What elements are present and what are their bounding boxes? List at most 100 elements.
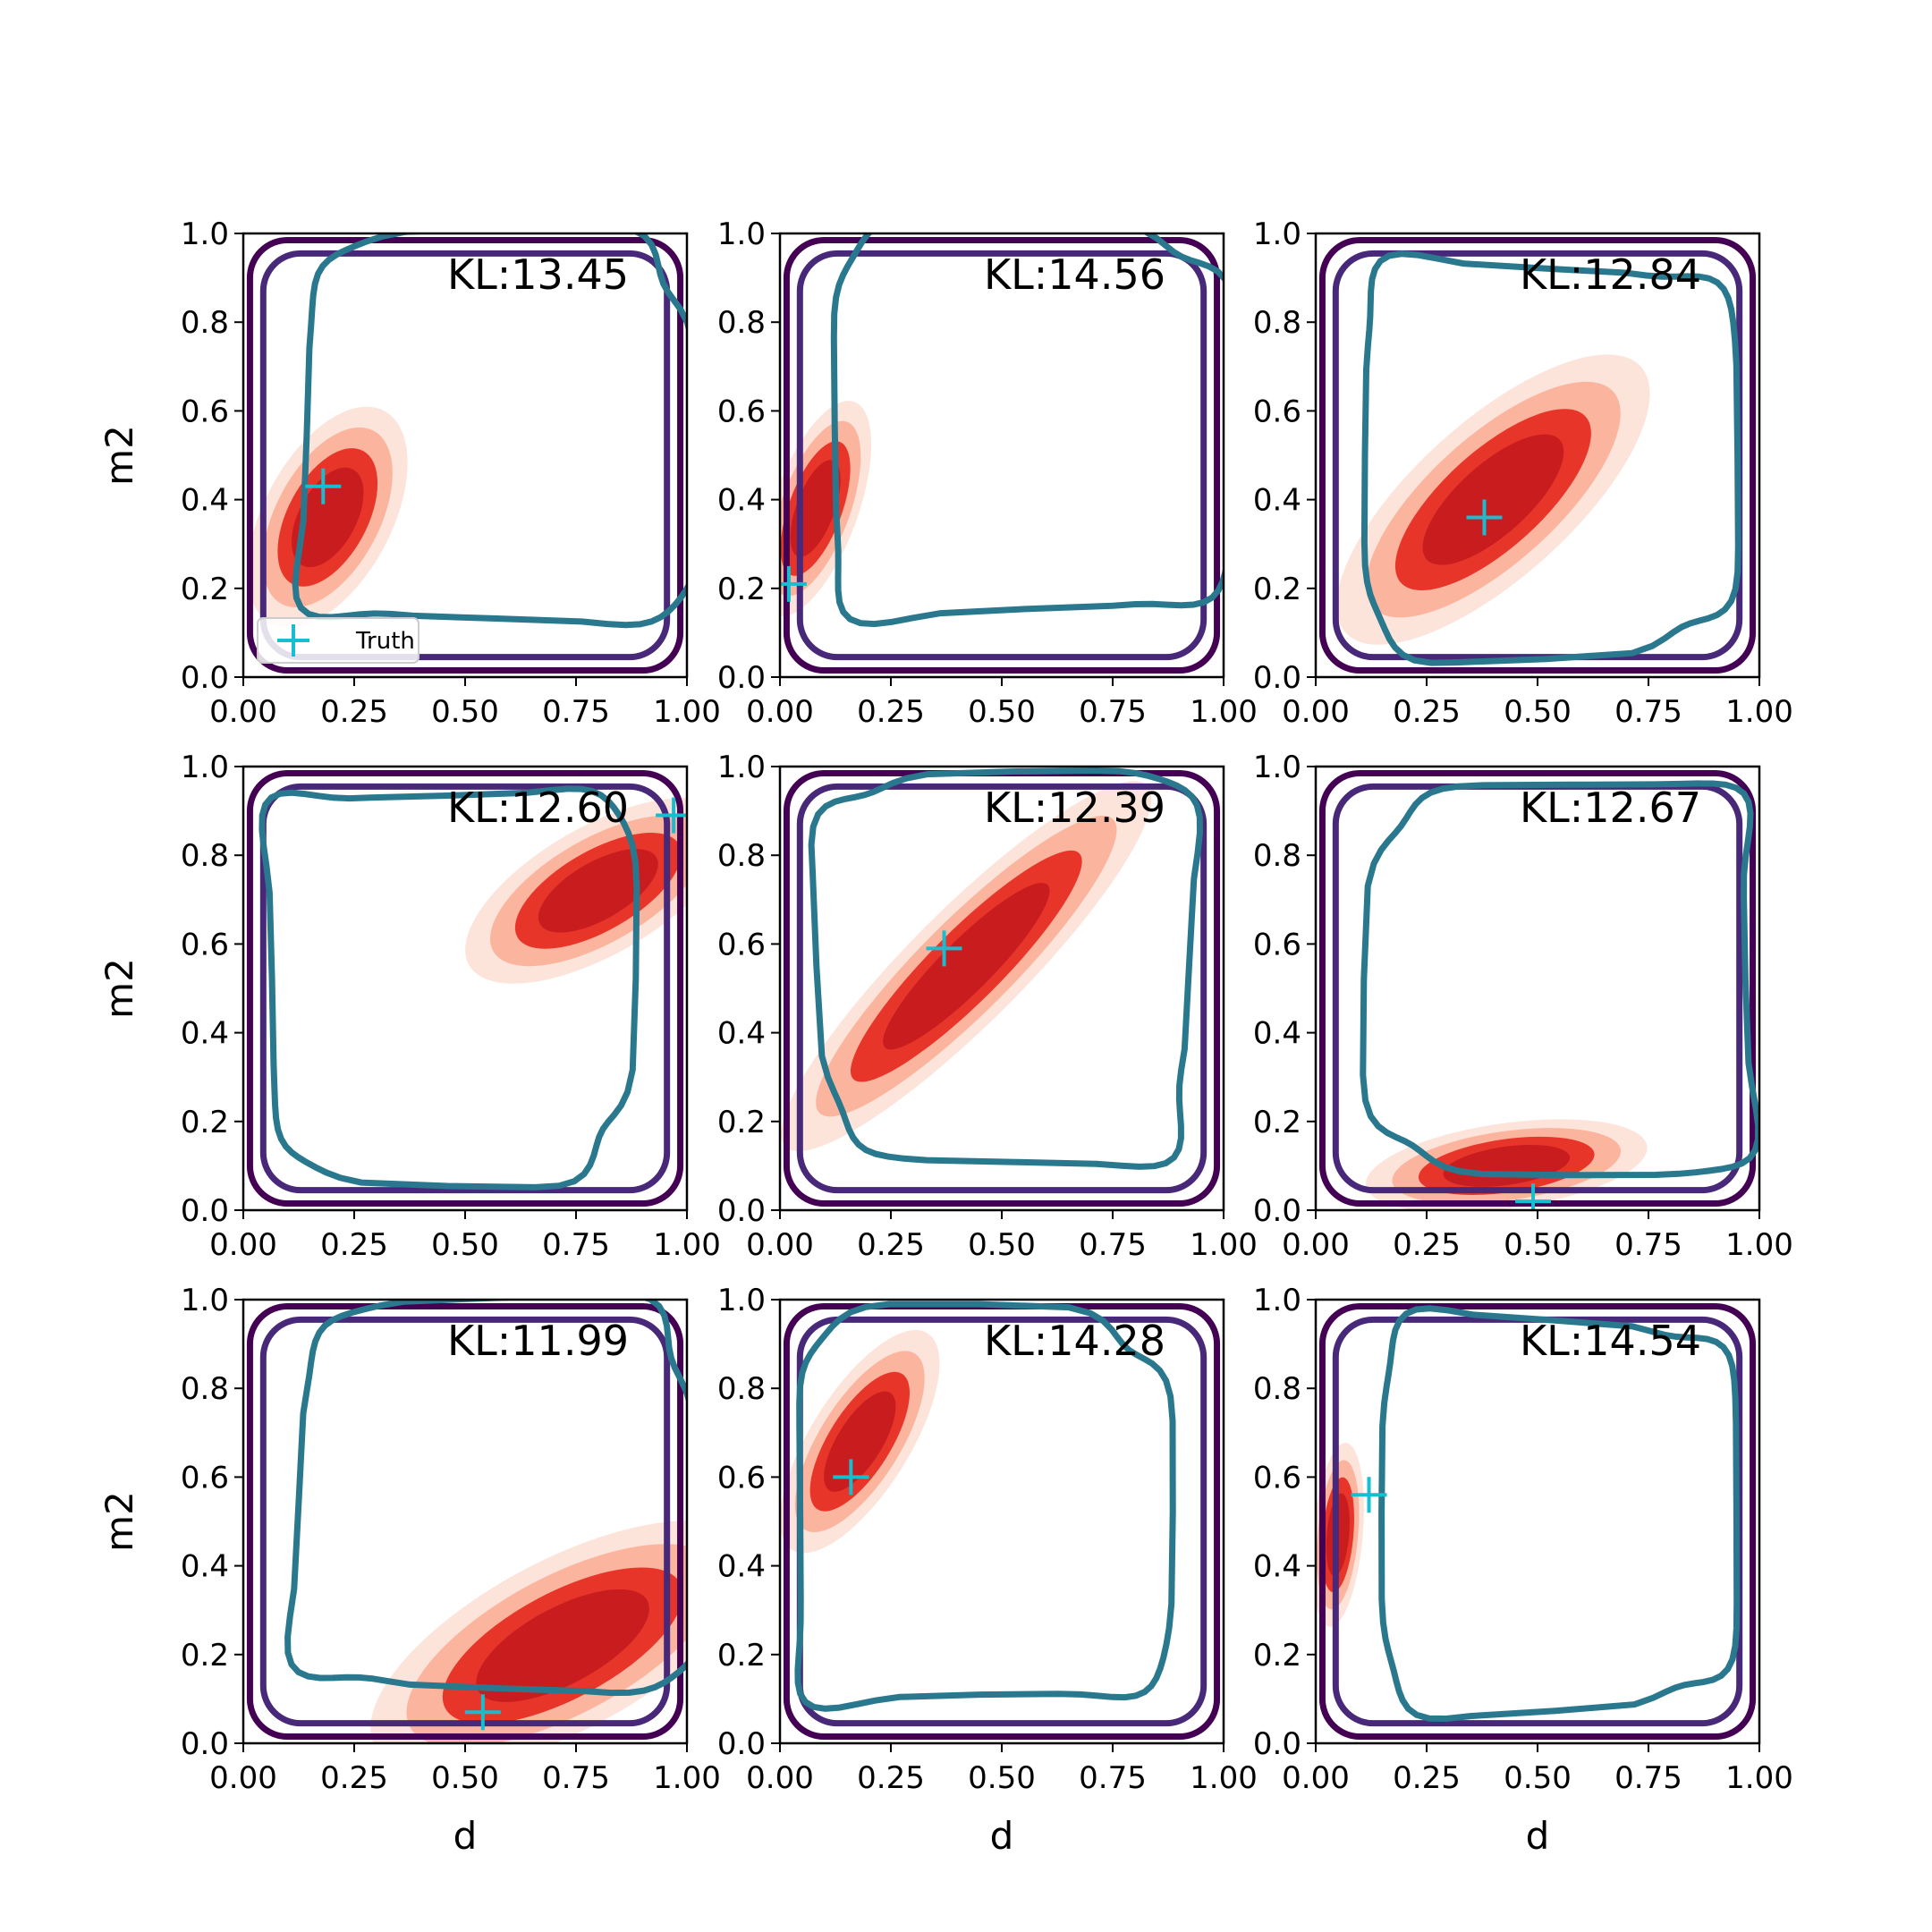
y-tick-label: 0.2: [1253, 572, 1301, 607]
x-tick-label: 1.00: [653, 1760, 721, 1796]
truth-marker: [833, 1459, 869, 1496]
panel-2: KL:14.56 0.00 0.25 0.50 0.75 1.00 0.0 0.2 0.4 0.6…: [717, 216, 1258, 730]
prior-contour-inner: [1360, 250, 1741, 666]
prior-contour-outer-1: [246, 769, 684, 1208]
plot-area: [780, 233, 1224, 674]
kl-label: KL:14.54: [1520, 1317, 1701, 1365]
prior-contour-inner: [1378, 1305, 1741, 1723]
legend-label: Truth: [355, 628, 415, 655]
y-tick-label: 1.0: [717, 1283, 766, 1318]
y-tick-label: 0.8: [181, 305, 229, 341]
y-tick-label: 0.2: [181, 1638, 229, 1674]
y-tick-label: 0.6: [181, 394, 229, 429]
kl-label: KL:12.60: [447, 784, 629, 832]
prior-contour-outer-1: [1318, 236, 1757, 674]
y-axis-label: m2: [97, 1491, 141, 1552]
x-tick-label: 0.50: [1504, 1227, 1572, 1263]
prior-contour-inner: [258, 785, 640, 1191]
truth-marker: [1351, 1477, 1387, 1513]
x-tick-label: 0.75: [1614, 694, 1682, 730]
kl-label: KL:11.99: [447, 1317, 629, 1365]
y-tick-label: 0.4: [717, 1016, 766, 1052]
y-tick-label: 0.6: [1253, 394, 1301, 429]
x-tick-label: 1.00: [653, 694, 721, 730]
x-tick-label: 0.50: [431, 1227, 499, 1263]
x-tick-label: 0.50: [431, 1760, 499, 1796]
panel-8: KL:14.28 0.00 0.25 0.50 0.75 1.00 0.0 0.2 0.4 0.6…: [717, 1283, 1258, 1858]
kl-label: KL:14.56: [984, 250, 1165, 299]
x-tick-label: 0.25: [1393, 1760, 1461, 1796]
y-tick-label: 0.6: [1253, 927, 1301, 962]
y-tick-label: 0.0: [181, 660, 229, 696]
x-tick-label: 0.25: [320, 694, 388, 730]
x-tick-label: 0.00: [746, 1227, 814, 1263]
y-tick-label: 0.4: [181, 1549, 229, 1585]
y-tick-label: 1.0: [1253, 1283, 1301, 1318]
y-tick-label: 0.4: [1253, 483, 1301, 519]
y-tick-label: 0.8: [181, 1371, 229, 1407]
x-tick-label: 0.25: [857, 694, 925, 730]
x-tick-label: 1.00: [1725, 1760, 1793, 1796]
prior-contour-outer-1: [246, 236, 684, 674]
truth-marker: [780, 565, 807, 602]
x-tick-label: 1.00: [653, 1227, 721, 1263]
y-tick-label: 0.8: [181, 838, 229, 874]
y-tick-label: 0.4: [1253, 1549, 1301, 1585]
x-tick-label: 0.00: [746, 1760, 814, 1796]
prior-contour-inner: [284, 1300, 687, 1697]
x-tick-label: 1.00: [1190, 694, 1258, 730]
y-tick-label: 0.2: [1253, 1105, 1301, 1140]
plot-area: [246, 1300, 687, 1743]
x-tick-label: 0.00: [1282, 694, 1350, 730]
prior-contour-inner: [292, 233, 687, 629]
legend: Truth: [257, 617, 419, 664]
y-tick-label: 0.8: [717, 1371, 766, 1407]
plot-area: [781, 767, 1221, 1208]
x-tick-label: 0.25: [857, 1227, 925, 1263]
panel-9: KL:14.54 0.00 0.25 0.50 0.75 1.00 0.0 0.2 0.4 0.6…: [1253, 1283, 1793, 1858]
kl-label: KL:12.84: [1520, 250, 1701, 299]
truth-marker: [926, 930, 962, 967]
y-tick-label: 0.0: [181, 1726, 229, 1762]
legend-box: [257, 617, 419, 664]
kl-label: KL:14.28: [984, 1317, 1165, 1365]
prior-contour-inner: [830, 233, 1224, 628]
x-tick-label: 0.50: [1504, 1760, 1572, 1796]
y-tick-label: 0.4: [181, 483, 229, 519]
prior-contour-outer-2: [1332, 1316, 1743, 1727]
posterior-fill-level-4: [476, 1589, 649, 1702]
y-tick-label: 0.2: [181, 1105, 229, 1140]
x-tick-label: 0.75: [1614, 1760, 1682, 1796]
x-tick-label: 0.25: [1393, 1227, 1461, 1263]
x-tick-label: 0.25: [1393, 694, 1461, 730]
y-tick-label: 0.8: [1253, 305, 1301, 341]
panel-7: KL:11.99 0.00 0.25 0.50 0.75 1.00 0.0 0.2 0.4 0.6…: [97, 1283, 721, 1858]
x-tick-label: 1.00: [1190, 1760, 1258, 1796]
x-tick-label: 0.00: [1282, 1760, 1350, 1796]
posterior-fill-level-4: [1422, 434, 1564, 565]
plot-area: [1316, 1302, 1757, 1741]
y-tick-label: 0.6: [1253, 1460, 1301, 1496]
panel-1: KL:13.45 0.00 0.25 0.50 0.75 1.00 0.0 0.2 0.4 0.6…: [97, 216, 721, 730]
truth-marker: [1466, 499, 1503, 536]
y-axis-label: m2: [97, 958, 141, 1019]
x-tick-label: 0.25: [857, 1760, 925, 1796]
prior-contour-inner: [1360, 780, 1759, 1179]
x-axis-label: d: [453, 1814, 478, 1858]
x-tick-label: 0.50: [968, 1760, 1036, 1796]
posterior-fill-level-4: [292, 467, 364, 568]
y-tick-label: 1.0: [717, 216, 766, 252]
prior-contour-outer-1: [1318, 1302, 1757, 1741]
y-tick-label: 0.4: [181, 1016, 229, 1052]
truth-marker: [656, 797, 687, 834]
prior-contour-outer-1: [246, 1302, 684, 1741]
panel-6: KL:12.67 0.00 0.25 0.50 0.75 1.00 0.0 0.2 0.4 0.6…: [1253, 750, 1793, 1263]
x-tick-label: 1.00: [1725, 694, 1793, 730]
panel-3: KL:12.84 0.00 0.25 0.50 0.75 1.00 0.0 0.2 0.4 0.6…: [1253, 216, 1793, 730]
y-tick-label: 0.0: [181, 1193, 229, 1229]
x-tick-label: 1.00: [1725, 1227, 1793, 1263]
posterior-fill-level-4: [883, 883, 1050, 1050]
x-tick-label: 0.00: [209, 1227, 277, 1263]
prior-contour-outer-1: [783, 236, 1221, 674]
prior-contour-outer-2: [796, 783, 1208, 1194]
